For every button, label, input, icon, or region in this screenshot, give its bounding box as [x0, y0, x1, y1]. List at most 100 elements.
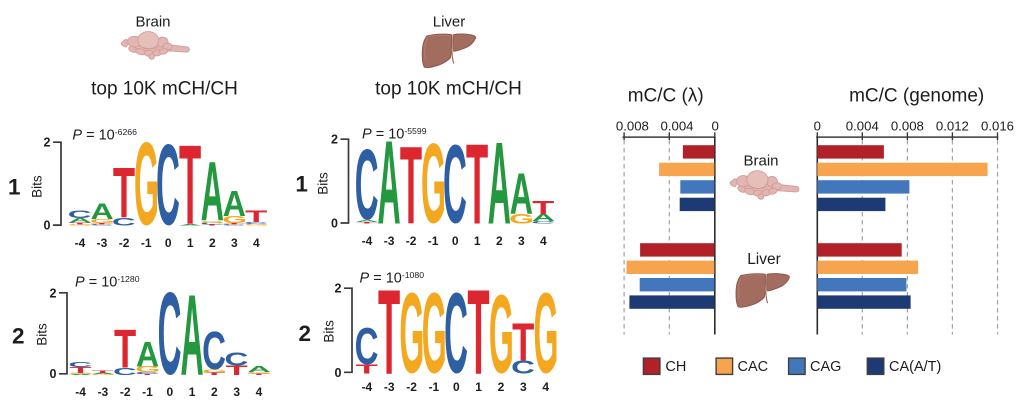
- svg-text:G: G: [134, 119, 159, 250]
- svg-text:2: 2: [44, 136, 51, 150]
- svg-text:0.012: 0.012: [936, 119, 969, 134]
- svg-text:2: 2: [50, 286, 57, 300]
- svg-text:T: T: [245, 207, 267, 225]
- svg-text:2: 2: [209, 236, 216, 250]
- svg-text:T: T: [69, 366, 91, 375]
- svg-text:4: 4: [540, 234, 547, 248]
- svg-text:C: C: [202, 322, 226, 381]
- svg-text:T: T: [356, 362, 379, 377]
- svg-text:A: A: [181, 270, 204, 399]
- svg-text:T: T: [136, 374, 159, 376]
- svg-text:0: 0: [453, 380, 460, 394]
- svg-text:T: T: [92, 370, 115, 374]
- svg-text:A: A: [247, 365, 270, 374]
- svg-text:C: C: [68, 360, 92, 369]
- svg-text:-1: -1: [142, 385, 153, 399]
- svg-text:0: 0: [165, 236, 172, 250]
- svg-text:G: G: [422, 269, 447, 397]
- svg-text:C: C: [112, 216, 136, 228]
- svg-text:C: C: [156, 121, 180, 249]
- svg-text:-3: -3: [97, 236, 108, 250]
- svg-text:C: C: [224, 349, 248, 370]
- svg-text:-2: -2: [406, 380, 417, 394]
- svg-text:T: T: [248, 373, 271, 375]
- svg-text:A: A: [201, 145, 224, 239]
- svg-text:Bits: Bits: [30, 175, 45, 198]
- svg-text:1: 1: [187, 236, 194, 250]
- svg-text:G: G: [509, 212, 534, 227]
- svg-text:T: T: [378, 265, 400, 399]
- svg-text:-2: -2: [120, 385, 131, 399]
- svg-text:CAG: CAG: [810, 359, 841, 375]
- svg-text:C: C: [222, 224, 246, 226]
- svg-text:C: C: [90, 224, 114, 226]
- svg-text:T: T: [532, 198, 555, 219]
- svg-text:Liver: Liver: [747, 251, 781, 268]
- svg-text:T: T: [400, 124, 422, 248]
- svg-text:G: G: [200, 220, 225, 224]
- svg-text:T: T: [201, 224, 224, 226]
- svg-text:T: T: [69, 222, 92, 225]
- svg-text:A: A: [91, 372, 114, 374]
- svg-text:2: 2: [298, 321, 311, 346]
- svg-text:4: 4: [253, 236, 260, 250]
- svg-text:-1: -1: [141, 236, 152, 250]
- svg-text:G: G: [90, 218, 115, 224]
- svg-text:2: 2: [211, 385, 218, 399]
- svg-text:A: A: [510, 162, 533, 226]
- svg-text:A: A: [91, 199, 114, 224]
- svg-text:C: C: [531, 220, 555, 224]
- svg-text:G: G: [244, 224, 269, 226]
- svg-text:0.008: 0.008: [616, 119, 649, 134]
- svg-text:0: 0: [166, 385, 173, 399]
- svg-text:3: 3: [520, 380, 527, 394]
- svg-text:-3: -3: [384, 380, 395, 394]
- svg-text:0: 0: [335, 366, 342, 380]
- svg-text:G: G: [91, 374, 116, 376]
- svg-text:CH: CH: [665, 359, 686, 375]
- svg-text:A: A: [355, 220, 378, 223]
- svg-text:0: 0: [452, 234, 459, 248]
- svg-text:G: G: [247, 372, 272, 374]
- svg-text:T: T: [356, 222, 379, 224]
- svg-text:0: 0: [50, 367, 57, 381]
- svg-text:A: A: [179, 223, 202, 225]
- svg-text:A: A: [136, 336, 159, 374]
- svg-text:3: 3: [231, 236, 238, 250]
- svg-text:0.016: 0.016: [981, 119, 1014, 134]
- svg-text:C: C: [443, 123, 467, 246]
- svg-text:C: C: [244, 221, 268, 224]
- svg-text:-3: -3: [98, 385, 109, 399]
- svg-text:2: 2: [12, 324, 25, 349]
- svg-text:0.004: 0.004: [846, 119, 879, 134]
- svg-text:Brain: Brain: [135, 14, 170, 31]
- svg-text:top 10K mCH/CH: top 10K mCH/CH: [375, 79, 522, 100]
- svg-text:2: 2: [331, 133, 338, 147]
- svg-text:C: C: [113, 366, 137, 378]
- svg-text:Brain: Brain: [743, 153, 778, 170]
- svg-text:0: 0: [814, 119, 821, 134]
- svg-text:2: 2: [498, 380, 505, 394]
- svg-text:1: 1: [475, 380, 482, 394]
- svg-text:C: C: [68, 208, 92, 220]
- svg-text:Bits: Bits: [34, 323, 49, 346]
- svg-text:C: C: [444, 269, 468, 397]
- svg-text:0.004: 0.004: [660, 119, 693, 134]
- svg-text:4: 4: [542, 380, 549, 394]
- svg-text:-4: -4: [362, 234, 373, 248]
- svg-text:T: T: [114, 318, 136, 379]
- svg-text:4: 4: [256, 385, 263, 399]
- svg-text:0: 0: [712, 119, 719, 134]
- svg-text:T: T: [512, 312, 534, 372]
- svg-text:A: A: [488, 118, 511, 249]
- svg-text:top 10K mCH/CH: top 10K mCH/CH: [91, 79, 238, 100]
- svg-text:T: T: [467, 265, 489, 399]
- svg-text:G: G: [399, 269, 424, 397]
- svg-text:mC/C (λ): mC/C (λ): [628, 86, 704, 107]
- svg-text:G: G: [222, 214, 247, 226]
- svg-text:G: G: [534, 269, 559, 397]
- svg-text:Bits: Bits: [316, 172, 331, 195]
- svg-text:G: G: [135, 365, 160, 374]
- svg-text:-2: -2: [119, 236, 130, 250]
- svg-text:1: 1: [295, 171, 308, 196]
